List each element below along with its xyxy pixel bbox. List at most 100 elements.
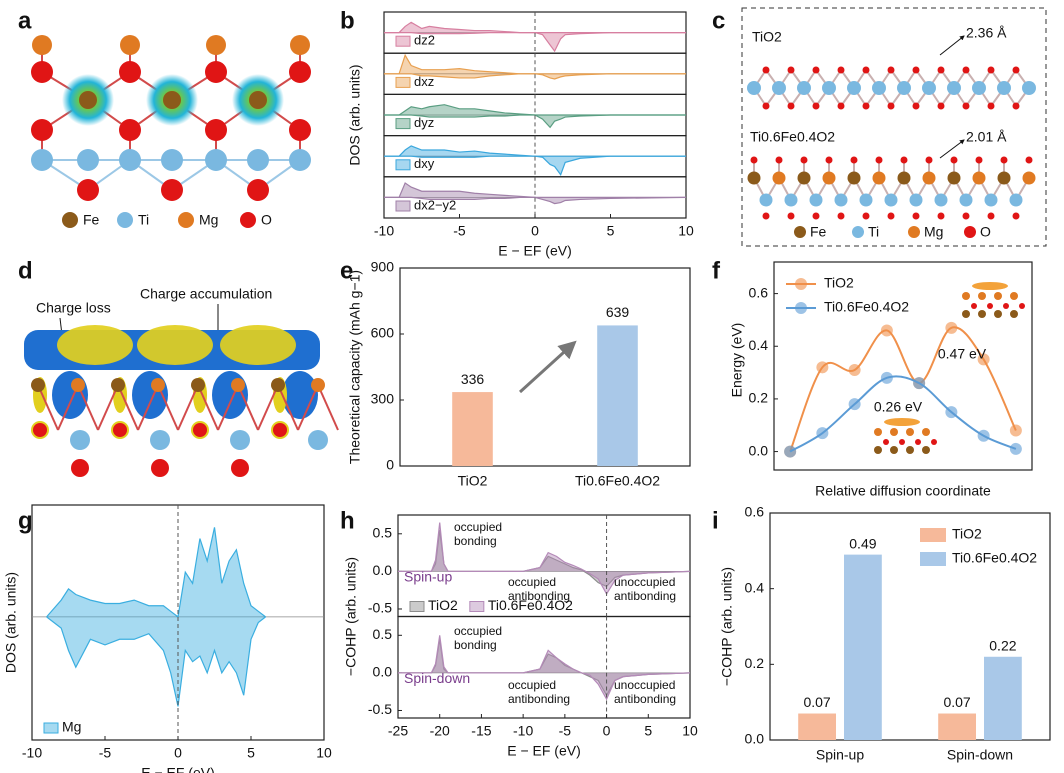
dos-line [46, 527, 266, 618]
y-tick-label: 0.0 [373, 562, 393, 578]
atom [883, 439, 889, 445]
atom [994, 310, 1002, 318]
atom [247, 179, 269, 201]
atom [311, 378, 325, 392]
atom [972, 81, 986, 95]
legend-label: Mg [199, 212, 218, 228]
atom [1025, 156, 1033, 164]
panel-letter: h [340, 507, 355, 534]
subplot-frame [397, 615, 691, 719]
legend-swatch [395, 200, 411, 212]
atom [937, 212, 945, 220]
legend-label: dxz [414, 74, 434, 89]
legend-label: TiO2 [428, 597, 458, 613]
atom [797, 81, 811, 95]
atom [915, 439, 921, 445]
atom [822, 81, 836, 95]
y-tick-label: -0.5 [368, 600, 392, 616]
atom [837, 102, 845, 110]
atom [922, 428, 930, 436]
data-point [848, 398, 861, 411]
atom [1019, 303, 1025, 309]
y-axis-label: −COHP (arb. units) [719, 567, 735, 686]
atom [230, 430, 250, 450]
atom [859, 193, 873, 207]
y-tick-label: 0.5 [373, 524, 393, 540]
panel-letter: c [712, 7, 725, 34]
x-tick-label: -10 [374, 223, 394, 239]
legend-swatch [794, 226, 806, 238]
panel-c-border [741, 7, 1047, 247]
data-point [1009, 442, 1022, 455]
atom [987, 102, 995, 110]
atom [850, 156, 858, 164]
atom [800, 156, 808, 164]
atom [822, 171, 836, 185]
x-axis-label: E − EF (eV) [498, 243, 572, 259]
charge-accumulation [220, 325, 296, 365]
atom [762, 66, 770, 74]
atom [151, 378, 165, 392]
atom [150, 430, 170, 450]
atom [912, 102, 920, 110]
atom [994, 292, 1002, 300]
atom [1009, 193, 1023, 207]
bar [938, 713, 976, 740]
charge-accumulation [57, 325, 133, 365]
atom [922, 171, 936, 185]
atom [772, 81, 786, 95]
bond [257, 384, 279, 431]
atom [931, 439, 937, 445]
value-label: 336 [461, 371, 485, 387]
atom [890, 446, 898, 454]
atom [978, 292, 986, 300]
dos-line [384, 145, 686, 157]
atom [1022, 171, 1036, 185]
atom [875, 156, 883, 164]
dos-line [384, 104, 686, 116]
x-tick-label: Ti0.6Fe0.4O2 [575, 473, 660, 489]
atom [289, 119, 311, 141]
legend-label: dx2−y2 [414, 197, 456, 212]
dos-line [384, 32, 686, 53]
atom [747, 171, 761, 185]
bond [317, 384, 339, 431]
value-label: 0.49 [849, 535, 876, 551]
value-label: 0.07 [943, 694, 970, 710]
atom [837, 66, 845, 74]
dos-line [384, 182, 686, 198]
annotation: occupied [508, 575, 556, 589]
annotation: Charge loss [36, 300, 111, 316]
bond [157, 384, 179, 431]
atom [997, 81, 1011, 95]
dos-area [384, 182, 686, 198]
data-point [945, 406, 958, 419]
atom [971, 303, 977, 309]
atom [161, 179, 183, 201]
atom [872, 81, 886, 95]
atom [972, 171, 986, 185]
atom [887, 212, 895, 220]
atom [862, 102, 870, 110]
atom [33, 423, 47, 437]
legend-swatch [964, 226, 976, 238]
atom [205, 149, 227, 171]
y-tick-label: 0.4 [745, 579, 765, 595]
atom [289, 61, 311, 83]
atom [947, 171, 961, 185]
bar [844, 554, 882, 740]
panel-letter: b [340, 7, 355, 34]
dos-area [398, 530, 690, 587]
legend-swatch [908, 226, 920, 238]
atom [906, 428, 914, 436]
bond [97, 384, 119, 431]
annotation: occupied [454, 520, 502, 534]
atom [271, 378, 285, 392]
dos-line [398, 635, 691, 701]
atom [762, 212, 770, 220]
panel-label: Spin-down [404, 670, 470, 686]
bond-distance: 2.36 Å [966, 25, 1007, 41]
atom [934, 193, 948, 207]
x-axis-label: E − EF (eV) [141, 765, 215, 773]
